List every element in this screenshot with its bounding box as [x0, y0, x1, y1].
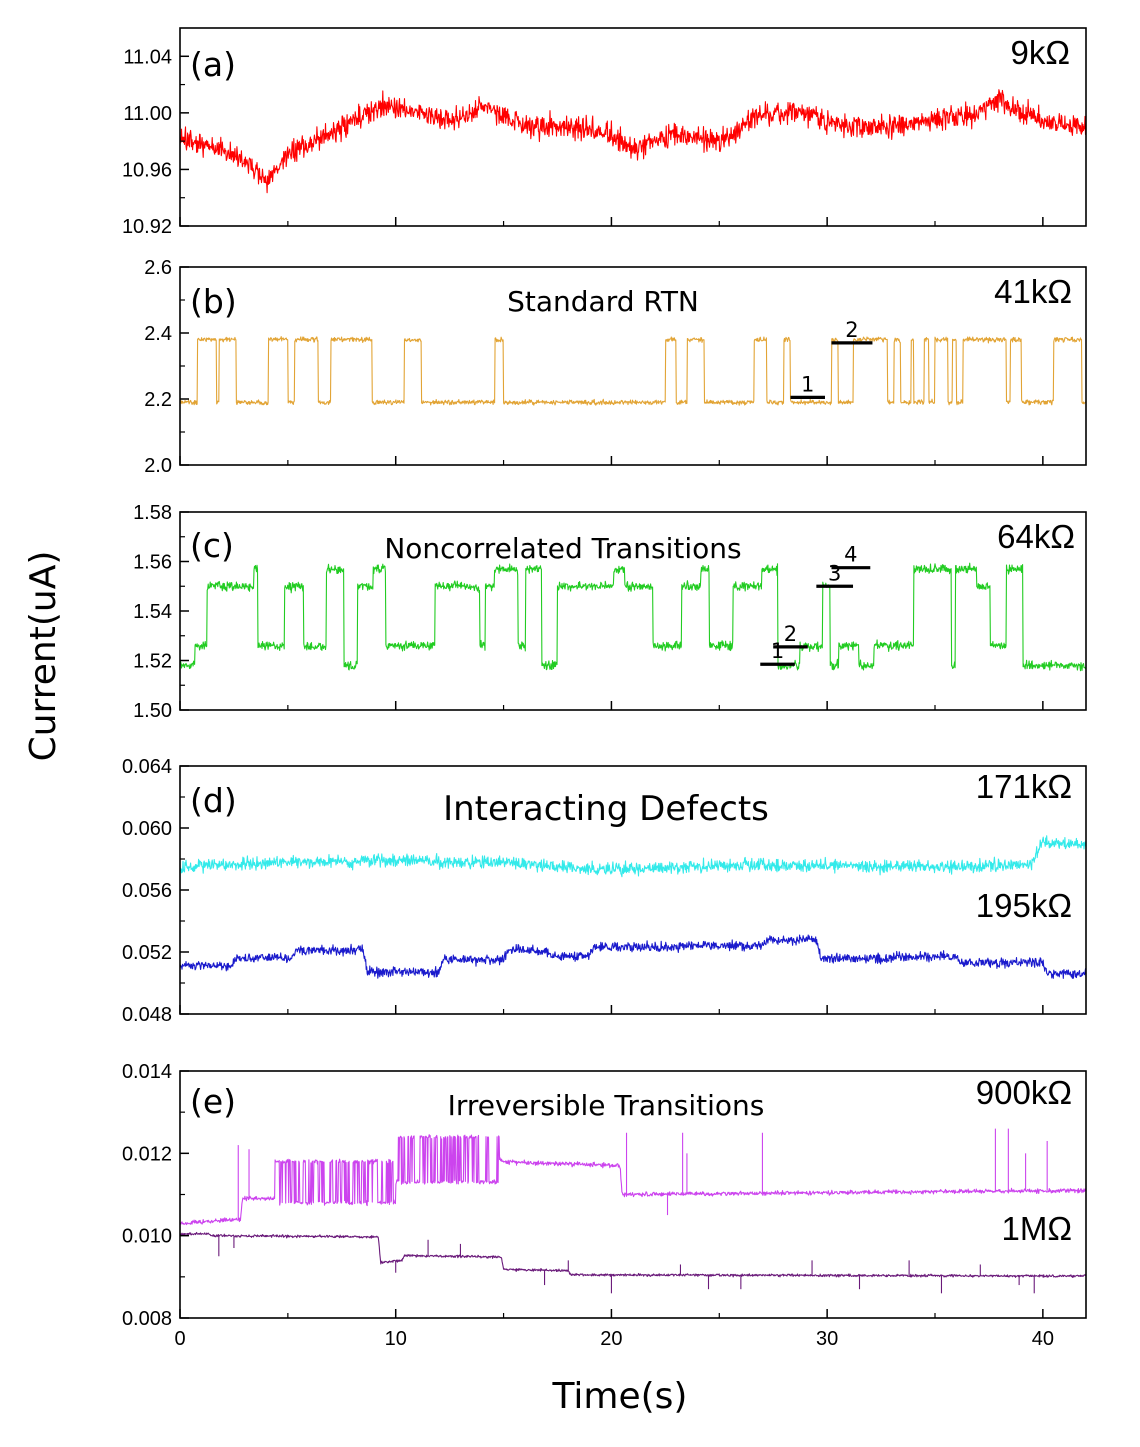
- panel-b-frame: [179, 266, 1087, 466]
- panel-e: 0.008 0.010 0.012 0.014 (e) Irreversible Tr…: [122, 1061, 1087, 1330]
- panel-c-frame: [179, 511, 1087, 711]
- panel-b: 1 2 2.0 2.2 2.4 2.6 (b) Standard RTN 41kΩ: [144, 257, 1087, 477]
- x-tick-label: 0: [174, 1328, 185, 1350]
- y-tick-label: 1.56: [133, 552, 172, 574]
- y-tick-label: 0.060: [122, 818, 172, 840]
- y-tick-label: 0.048: [122, 1004, 172, 1026]
- annotation-noncorrelated: Noncorrelated Transitions: [384, 532, 741, 565]
- panel-c-label: (c): [190, 526, 234, 565]
- resistance-label-9k: 9kΩ: [1010, 34, 1070, 71]
- y-tick-label: 10.96: [122, 159, 172, 181]
- resistance-label-41k: 41kΩ: [994, 273, 1072, 310]
- annotation-interacting-defects: Interacting Defects: [443, 789, 769, 829]
- panel-d-frame: [179, 765, 1087, 1015]
- panel-a-label: (a): [190, 45, 236, 84]
- resistance-label-195k: 195kΩ: [976, 887, 1072, 924]
- panel-c: 12 34 1.50 1.52 1.54 1.56 1.58 (c) Noncorrela…: [133, 502, 1087, 722]
- y-tick-label: 1.50: [133, 700, 172, 722]
- trace-41kΩ: [180, 336, 1086, 406]
- trace-171kΩ: [180, 835, 1086, 878]
- annotation-standard-rtn: Standard RTN: [507, 285, 699, 318]
- panel-e-label: (e): [190, 1082, 236, 1121]
- y-tick-label: 0.056: [122, 880, 172, 902]
- panel-a-frame: [179, 27, 1087, 227]
- y-tick-label: 11.04: [123, 46, 172, 68]
- trace-9kΩ: [180, 89, 1086, 194]
- y-tick-label: 10.92: [122, 216, 172, 238]
- resistance-label-900k: 900kΩ: [976, 1074, 1072, 1111]
- x-axis-title: Time(s): [552, 1376, 688, 1417]
- level-label-2: 2: [784, 622, 797, 646]
- y-tick-label: 1.58: [133, 502, 172, 524]
- resistance-label-171k: 171kΩ: [976, 768, 1072, 805]
- x-tick-label: 30: [816, 1328, 838, 1350]
- trace-195kΩ: [180, 934, 1086, 979]
- level-label-4: 4: [844, 543, 857, 567]
- x-tick-label: 20: [600, 1328, 622, 1350]
- y-tick-label: 1.54: [133, 601, 172, 623]
- trace-900kΩ: [180, 1134, 1086, 1226]
- panel-d-label: (d): [190, 781, 237, 820]
- resistance-label-64k: 64kΩ: [997, 518, 1075, 555]
- y-tick-label: 2.4: [144, 323, 172, 345]
- panel-b-label: (b): [190, 282, 237, 321]
- y-tick-label: 0.012: [122, 1143, 172, 1165]
- panel-a: 10.92 10.96 11.00 11.04 (a) 9kΩ: [122, 27, 1087, 238]
- trace-64kΩ: [180, 562, 1086, 672]
- y-tick-label: 0.052: [122, 942, 172, 964]
- y-tick-label: 2.2: [144, 389, 172, 411]
- y-tick-label: 1.52: [133, 651, 172, 673]
- panel-d: 0.048 0.052 0.056 0.060 0.064 (d) Interactin…: [122, 756, 1087, 1026]
- y-tick-label: 0.010: [122, 1226, 172, 1248]
- y-tick-label: 11.00: [123, 103, 172, 125]
- level-label-3: 3: [828, 561, 841, 585]
- y-tick-label: 0.014: [122, 1061, 172, 1083]
- y-axis-title: Current(uA): [23, 551, 64, 762]
- y-tick-label: 2.6: [144, 257, 172, 279]
- x-tick-labels: 0 10 20 30 40: [174, 1328, 1054, 1350]
- y-tick-label: 0.008: [122, 1308, 172, 1330]
- level-label-1: 1: [771, 639, 784, 663]
- y-tick-label: 2.0: [144, 455, 172, 477]
- panel-e-frame: [179, 1070, 1087, 1319]
- resistance-label-1m: 1MΩ: [1001, 1210, 1072, 1247]
- level-label-2: 2: [845, 318, 858, 342]
- x-tick-label: 10: [385, 1328, 407, 1350]
- annotation-irreversible: Irreversible Transitions: [448, 1089, 765, 1122]
- y-tick-label: 0.064: [122, 756, 172, 778]
- trace-1MΩ: [180, 1231, 1086, 1278]
- x-tick-label: 40: [1032, 1328, 1054, 1350]
- level-label-1: 1: [801, 372, 814, 396]
